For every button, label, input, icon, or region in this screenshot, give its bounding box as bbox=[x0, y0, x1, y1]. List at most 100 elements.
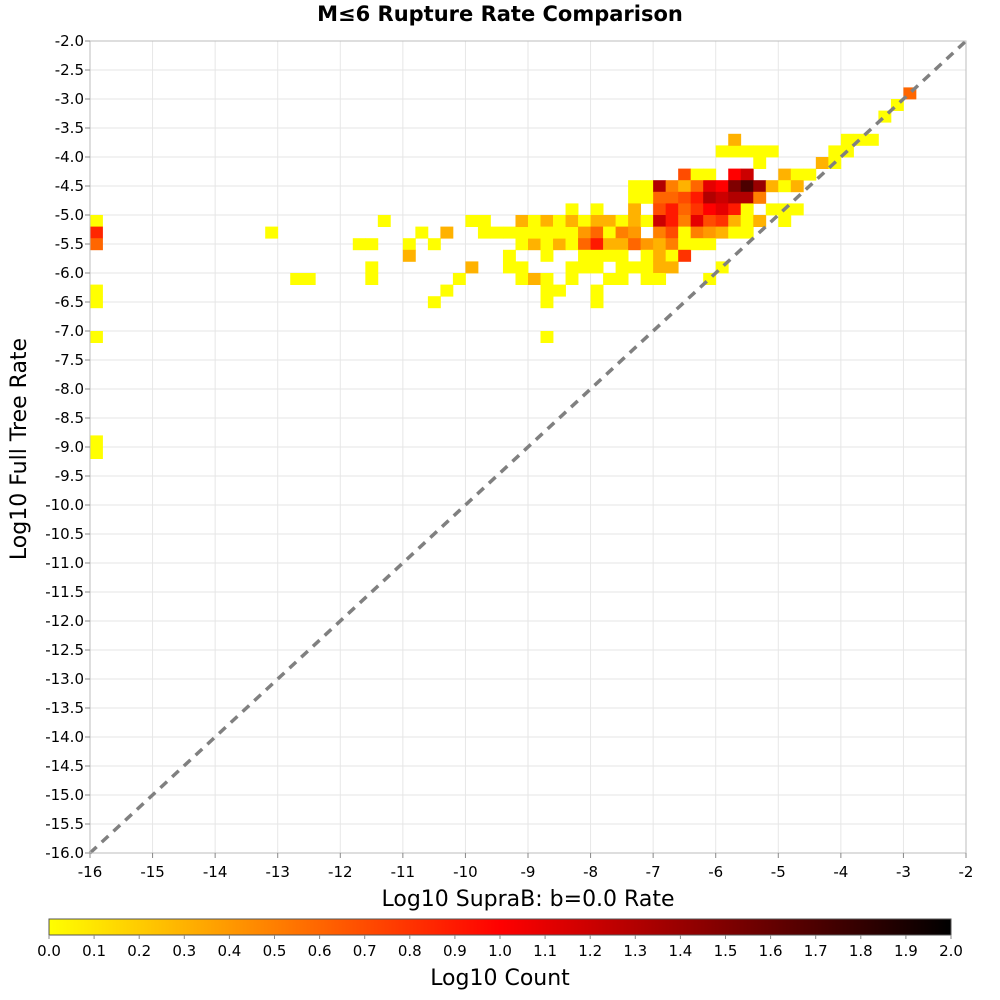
heatmap-cell bbox=[728, 133, 742, 146]
colorbar-tick-label: 1.4 bbox=[668, 942, 692, 960]
colorbar-tick-label: 0.3 bbox=[172, 942, 196, 960]
x-tick-label: -12 bbox=[328, 863, 353, 881]
colorbar-tick-label: 2.0 bbox=[939, 942, 963, 960]
y-tick-label: -6.5 bbox=[55, 293, 84, 311]
x-tick-label: -14 bbox=[203, 863, 228, 881]
x-tick-label: -3 bbox=[896, 863, 911, 881]
heatmap-cell bbox=[703, 191, 717, 204]
y-tick-label: -7.5 bbox=[55, 351, 84, 369]
heatmap-cell bbox=[590, 238, 604, 251]
heatmap-cell bbox=[653, 273, 667, 285]
heatmap-cell bbox=[302, 273, 316, 285]
heatmap-cell bbox=[740, 215, 754, 227]
heatmap-cell bbox=[653, 180, 667, 193]
heatmap-cell bbox=[615, 226, 629, 239]
heatmap-cell bbox=[515, 215, 529, 227]
x-tick-label: -6 bbox=[708, 863, 723, 881]
heatmap-cell bbox=[640, 180, 654, 193]
heatmap-cell bbox=[690, 180, 704, 193]
heatmap-cell bbox=[628, 215, 642, 227]
heatmap-cell bbox=[740, 203, 754, 216]
heatmap-cell bbox=[728, 203, 742, 216]
heatmap-cell bbox=[640, 273, 654, 285]
heatmap-cell bbox=[540, 226, 554, 239]
heatmap-cell bbox=[640, 238, 654, 251]
colorbar-tick-label: 1.6 bbox=[759, 942, 783, 960]
heatmap-cell bbox=[653, 261, 667, 274]
heatmap-cell bbox=[678, 168, 692, 181]
heatmap-cell bbox=[540, 238, 554, 251]
heatmap-cell bbox=[740, 180, 754, 193]
heatmap-cell bbox=[590, 226, 604, 239]
heatmap-cell bbox=[690, 203, 704, 216]
heatmap-cell bbox=[603, 226, 616, 239]
y-tick-label: -7.0 bbox=[55, 322, 84, 340]
heatmap-cell bbox=[90, 215, 103, 227]
heatmap-cell bbox=[590, 296, 604, 309]
heatmap-cell bbox=[365, 238, 379, 251]
heatmap-cell bbox=[90, 238, 103, 251]
heatmap-cell bbox=[703, 238, 717, 251]
heatmap-cell bbox=[502, 249, 516, 262]
heatmap-cell bbox=[615, 261, 629, 274]
y-axis-label: Log10 Full Tree Rate bbox=[7, 338, 32, 560]
heatmap-cell bbox=[728, 145, 742, 158]
heatmap-cell bbox=[703, 215, 717, 227]
heatmap-cell bbox=[565, 215, 579, 227]
heatmap-cell bbox=[615, 238, 629, 251]
x-tick-label: -8 bbox=[583, 863, 598, 881]
heatmap-cell bbox=[515, 261, 529, 274]
colorbar-tick-label: 1.8 bbox=[849, 942, 873, 960]
y-tick-label: -11.0 bbox=[45, 554, 84, 572]
heatmap-cell bbox=[615, 273, 629, 285]
heatmap-cell bbox=[778, 180, 792, 193]
heatmap-cell bbox=[540, 331, 554, 343]
heatmap-cell bbox=[840, 133, 854, 146]
x-tick-label: -9 bbox=[521, 863, 536, 881]
heatmap-cell bbox=[665, 261, 679, 274]
heatmap-cell bbox=[578, 249, 591, 262]
heatmap-cell bbox=[465, 261, 479, 274]
heatmap-cell bbox=[565, 261, 579, 274]
heatmap-cell bbox=[653, 203, 667, 216]
heatmap-cell bbox=[603, 215, 616, 227]
colorbar-tick-label: 0.6 bbox=[308, 942, 332, 960]
heatmap-cell bbox=[728, 226, 742, 239]
heatmap-cell bbox=[628, 261, 642, 274]
heatmap-cell bbox=[578, 215, 591, 227]
heatmap-cell bbox=[615, 215, 629, 227]
colorbar-tick-label: 0.2 bbox=[127, 942, 151, 960]
heatmap-cell bbox=[290, 273, 304, 285]
colorbar bbox=[48, 918, 952, 936]
heatmap-cell bbox=[653, 215, 667, 227]
heatmap-cell bbox=[790, 203, 804, 216]
x-tick-label: -10 bbox=[453, 863, 478, 881]
heatmap-cell bbox=[728, 180, 742, 193]
x-tick-label: -7 bbox=[646, 863, 661, 881]
colorbar-tick-label: 0.5 bbox=[263, 942, 287, 960]
heatmap-cell bbox=[603, 273, 616, 285]
heatmap-cell bbox=[678, 180, 692, 193]
y-tick-label: -5.5 bbox=[55, 235, 84, 253]
colorbar-tick-label: 1.9 bbox=[894, 942, 918, 960]
heatmap-cell bbox=[703, 226, 717, 239]
heatmap-cell bbox=[753, 215, 767, 227]
y-tick-label: -12.0 bbox=[45, 612, 84, 630]
heatmap-cell bbox=[740, 168, 754, 181]
heatmap-cell bbox=[515, 273, 529, 285]
heatmap-cell bbox=[540, 215, 554, 227]
heatmap-cell bbox=[553, 226, 566, 239]
heatmap-cell bbox=[427, 238, 441, 251]
heatmap-cell bbox=[465, 215, 479, 227]
y-tick-label: -12.5 bbox=[45, 641, 84, 659]
heatmap-cell bbox=[690, 191, 704, 204]
heatmap-cell bbox=[665, 191, 679, 204]
y-axis-ticks: -2.0 -2.5 -3.0 -3.5 -4.0 -4.5 -5.0 -5.5 -6.0 -6.5… bbox=[45, 32, 90, 862]
heatmap-cell bbox=[678, 215, 692, 227]
y-tick-label: -15.5 bbox=[45, 815, 84, 833]
heatmap-cell bbox=[715, 203, 729, 216]
heatmap-cell bbox=[753, 157, 767, 169]
heatmap-cell bbox=[653, 191, 667, 204]
x-tick-label: -16 bbox=[78, 863, 103, 881]
